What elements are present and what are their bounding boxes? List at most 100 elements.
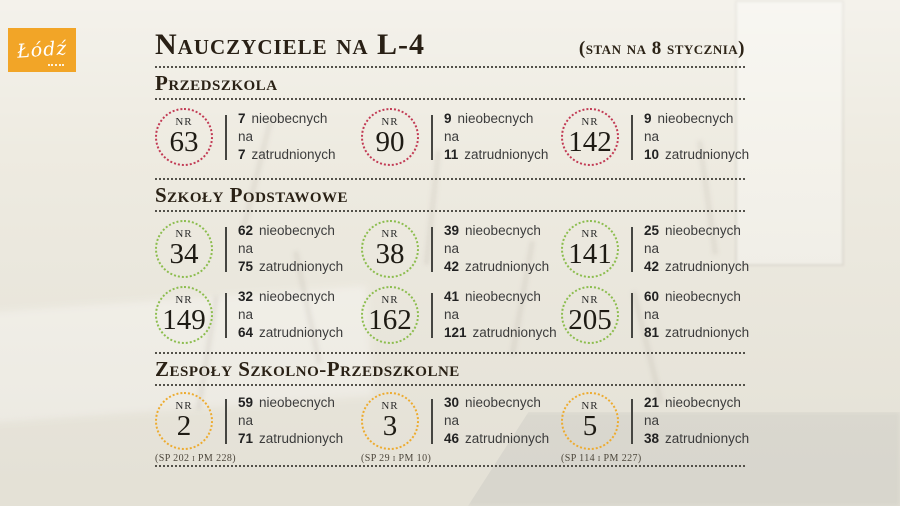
stats-block: 59 nieobecnych na 71 zatrudnionych	[238, 394, 343, 447]
nr-label: NR	[581, 116, 599, 128]
na-label: na	[644, 129, 660, 145]
nr-label: NR	[581, 400, 599, 412]
employed-count: 10	[644, 146, 660, 162]
school-number-badge: NR 142	[561, 108, 619, 166]
page-title: Nauczyciele na L-4	[155, 28, 426, 61]
absent-count: 30	[444, 395, 460, 411]
school-number-badge: NR 38	[361, 220, 419, 278]
school-number: 142	[568, 126, 612, 158]
na-label: na	[444, 307, 460, 323]
employed-label: zatrudnionych	[259, 430, 344, 446]
background-door	[735, 0, 844, 266]
absent-count: 60	[644, 289, 660, 305]
nr-label: NR	[581, 294, 599, 306]
employed-label: zatrudnionych	[665, 324, 750, 340]
absent-count: 9	[444, 111, 452, 127]
dotted-rule	[155, 465, 745, 467]
employed-count: 71	[238, 430, 254, 446]
na-label: na	[444, 241, 460, 257]
employed-label: zatrudnionych	[665, 430, 750, 446]
lodz-logo: Łódź	[8, 28, 76, 72]
absent-count: 21	[644, 395, 660, 411]
school-number-badge: NR 90	[361, 108, 419, 166]
school-number: 149	[162, 304, 206, 336]
absent-label: nieobecnych	[251, 111, 328, 127]
school-number: 90	[375, 126, 405, 158]
infographic-content: Nauczyciele na L-4 (stan na 8 stycznia) …	[155, 26, 749, 467]
stats-block: 41 nieobecnych na 121 zatrudnionych	[444, 288, 557, 341]
header-row: Nauczyciele na L-4 (stan na 8 stycznia)	[155, 26, 745, 66]
section-szkoly-rows: NR 34 62 nieobecnych na 75 zatrudnionych N…	[155, 212, 749, 352]
divider-line	[431, 292, 433, 338]
nr-label: NR	[381, 228, 399, 240]
page-subtitle: (stan na 8 stycznia)	[578, 38, 745, 59]
school-number: 34	[169, 238, 199, 270]
absent-label: nieobecnych	[665, 395, 741, 411]
na-label: na	[644, 241, 660, 257]
employed-count: 46	[444, 430, 460, 446]
employed-count: 81	[644, 324, 660, 340]
dotted-rule	[155, 210, 745, 212]
na-label: na	[644, 307, 660, 323]
section-przedszkola-row: NR 63 7 nieobecnych na 7 zatrudnionych NR …	[155, 100, 749, 178]
na-label: na	[238, 129, 254, 145]
school-number: 3	[382, 410, 398, 442]
nr-label: NR	[175, 294, 193, 306]
divider-line	[225, 114, 227, 160]
absent-label: nieobecnych	[259, 395, 335, 411]
stats-block: 60 nieobecnych na 81 zatrudnionych	[644, 288, 749, 341]
school-number-badge: NR 141	[561, 220, 619, 278]
section-zespoly-row: NR 2 59 nieobecnych na 71 zatrudnionych (S…	[155, 386, 749, 465]
school-number: 162	[368, 304, 412, 336]
absent-count: 32	[238, 289, 254, 305]
divider-line	[631, 398, 633, 444]
absent-count: 62	[238, 223, 254, 239]
na-label: na	[238, 241, 254, 257]
school-stat-item: NR 205 60 nieobecnych na 81 zatrudnionych	[561, 286, 749, 344]
nr-label: NR	[581, 228, 599, 240]
nr-label: NR	[381, 400, 399, 412]
section-title-szkoly-podstawowe: Szkoły Podstawowe	[155, 183, 349, 207]
stats-block: 7 nieobecnych na 7 zatrudnionych	[238, 110, 336, 163]
school-number-badge: NR 63	[155, 108, 213, 166]
employed-count: 75	[238, 258, 254, 274]
absent-label: nieobecnych	[657, 111, 734, 127]
employed-label: zatrudnionych	[259, 258, 344, 274]
dotted-rule	[155, 352, 745, 354]
lodz-logo-ticks	[48, 64, 64, 66]
employed-count: 11	[444, 146, 459, 162]
na-label: na	[444, 129, 460, 145]
absent-label: nieobecnych	[665, 289, 741, 305]
dotted-rule	[155, 66, 745, 68]
school-stat-item: NR 149 32 nieobecnych na 64 zatrudnionych	[155, 286, 361, 344]
employed-count: 121	[444, 324, 467, 340]
school-number-badge: NR 162	[361, 286, 419, 344]
absent-label: nieobecnych	[465, 223, 541, 239]
absent-label: nieobecnych	[665, 223, 741, 239]
divider-line	[631, 226, 633, 272]
employed-label: zatrudnionych	[472, 324, 557, 340]
school-stat-item: NR 63 7 nieobecnych na 7 zatrudnionych	[155, 108, 361, 166]
divider-line	[225, 292, 227, 338]
absent-label: nieobecnych	[465, 395, 541, 411]
school-number-badge: NR 3	[361, 392, 419, 450]
employed-label: zatrudnionych	[465, 430, 550, 446]
stats-block: 25 nieobecnych na 42 zatrudnionych	[644, 222, 749, 275]
divider-line	[631, 292, 633, 338]
school-number-badge: NR 5	[561, 392, 619, 450]
employed-label: zatrudnionych	[251, 146, 336, 162]
employed-count: 38	[644, 430, 660, 446]
school-stat-item: NR 162 41 nieobecnych na 121 zatrudnionych	[361, 286, 561, 344]
absent-label: nieobecnych	[259, 223, 335, 239]
stats-block: 21 nieobecnych na 38 zatrudnionych	[644, 394, 749, 447]
school-number: 38	[375, 238, 405, 270]
stats-block: 62 nieobecnych na 75 zatrudnionych	[238, 222, 343, 275]
school-number: 141	[568, 238, 612, 270]
school-stat-item: NR 141 25 nieobecnych na 42 zatrudnionych	[561, 220, 749, 278]
school-note: (SP 202 i PM 228)	[155, 453, 236, 464]
school-number: 2	[176, 410, 192, 442]
divider-line	[225, 398, 227, 444]
na-label: na	[238, 413, 254, 429]
